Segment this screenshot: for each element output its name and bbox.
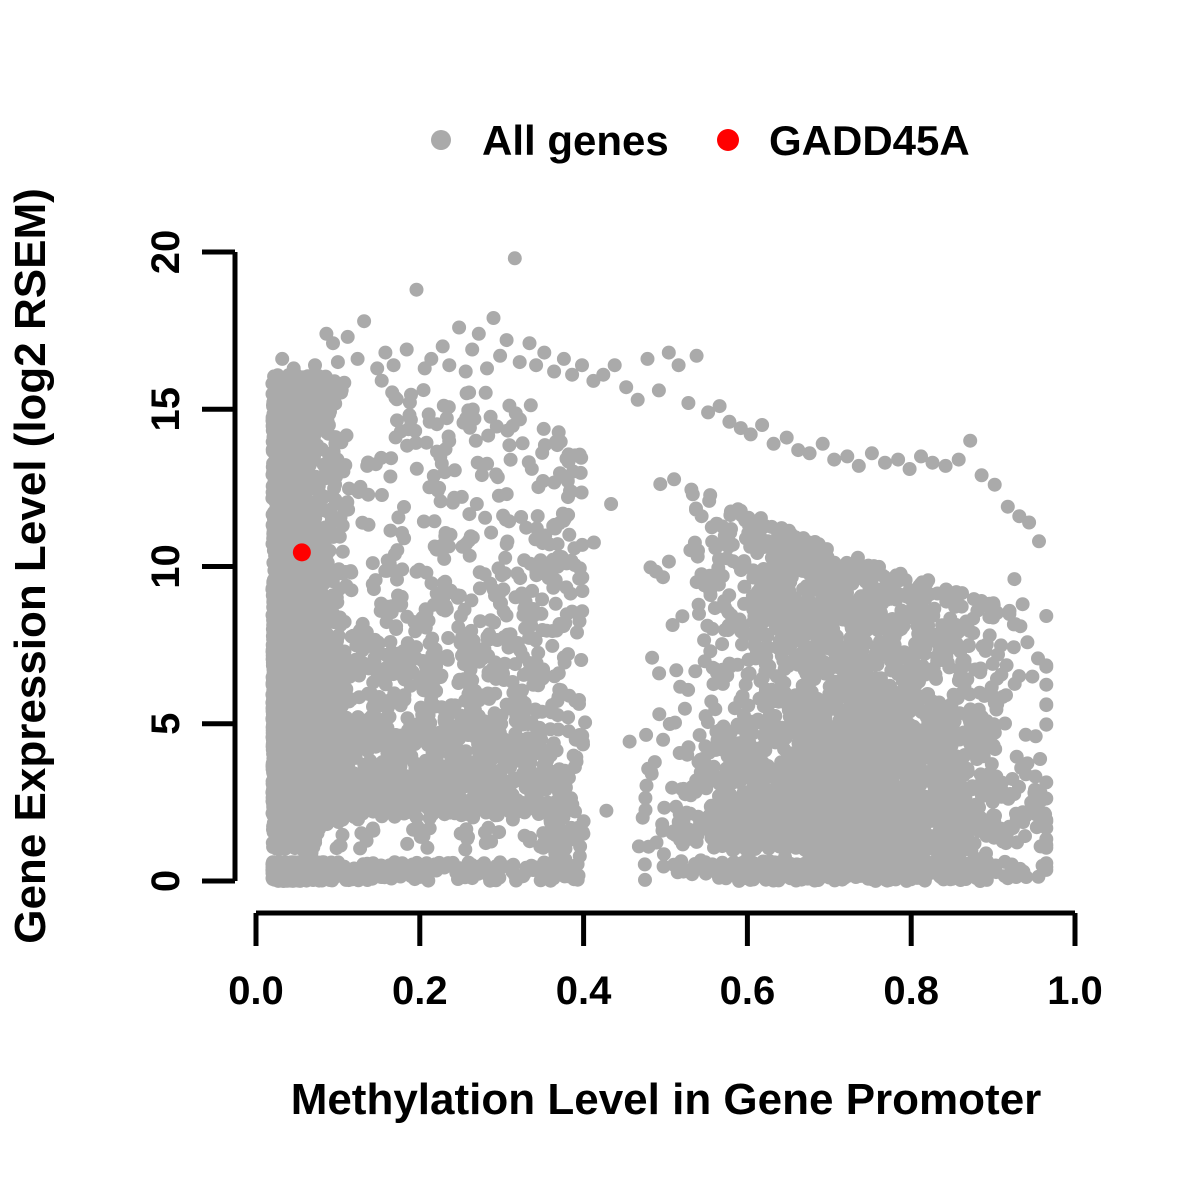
legend: All genes GADD45A	[431, 117, 970, 164]
x-axis: 0.0 0.2 0.4 0.6 0.8 1.0 Methylation Level in …	[228, 910, 1103, 1124]
y-axis-ticks	[202, 249, 235, 884]
x-axis-tick-labels: 0.0 0.2 0.4 0.6 0.8 1.0	[228, 969, 1103, 1013]
y-axis-tick-labels: 0 5 10 15 20	[144, 230, 188, 892]
y-tick-label: 10	[144, 544, 188, 589]
y-tick-label: 5	[144, 713, 188, 735]
x-tick-label: 0.8	[883, 969, 939, 1013]
y-tick-label: 20	[144, 230, 188, 275]
x-tick-label: 0.2	[392, 969, 448, 1013]
highlighted-gene-point	[292, 543, 311, 562]
data-points-layer	[265, 251, 1054, 888]
x-tick-label: 0.4	[556, 969, 612, 1013]
all-genes-point-cloud	[265, 251, 1054, 888]
y-tick-label: 15	[144, 387, 188, 432]
x-tick-label: 0.0	[228, 969, 284, 1013]
legend-label-gadd45a: GADD45A	[769, 117, 970, 164]
x-axis-title: Methylation Level in Gene Promoter	[291, 1075, 1042, 1124]
x-axis-ticks	[253, 913, 1078, 946]
gadd45a-point	[292, 543, 311, 562]
x-tick-label: 0.6	[720, 969, 776, 1013]
x-tick-label: 1.0	[1047, 969, 1103, 1013]
y-tick-label: 0	[144, 870, 188, 892]
legend-marker-all-genes	[431, 130, 451, 150]
y-axis: 0 5 10 15 20 Gene Expression Level (log2 RSE…	[6, 188, 238, 944]
legend-label-all-genes: All genes	[482, 117, 669, 164]
legend-marker-gadd45a	[717, 129, 739, 151]
y-axis-title: Gene Expression Level (log2 RSEM)	[6, 188, 55, 944]
